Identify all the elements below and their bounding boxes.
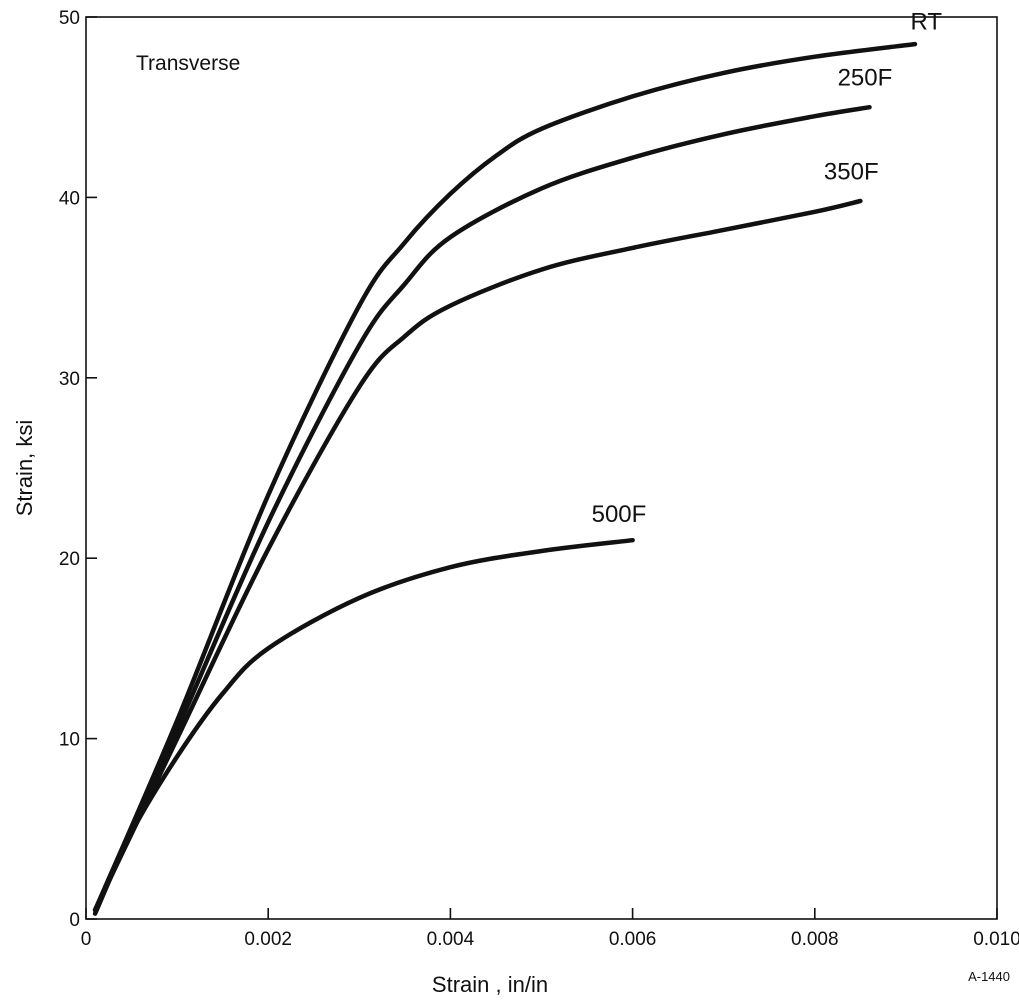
curve-label-rt: RT <box>910 9 942 36</box>
annotation-transverse: Transverse <box>136 52 240 75</box>
x-axis-title: Strain , in/in <box>432 972 548 997</box>
x-tick-label-3: 0.006 <box>609 929 657 950</box>
y-tick-label-0: 0 <box>69 910 80 931</box>
curve-label-250f: 250F <box>838 65 893 92</box>
curve-350f <box>92 198 863 913</box>
figure-code: A-1440 <box>968 969 1010 984</box>
y-tick-label-2: 20 <box>59 549 80 570</box>
curve-250f <box>92 104 872 913</box>
axis-ticks: 0 0.002 0.004 0.006 0.008 0.010 0 10 20 30 40 50 <box>59 8 1019 950</box>
x-tick-label-0: 0 <box>81 929 92 950</box>
y-axis-title: Strain, ksi <box>12 420 37 517</box>
x-tick-label-1: 0.002 <box>244 929 292 950</box>
curve-label-500f: 500F <box>592 501 647 528</box>
curves <box>92 41 918 916</box>
x-tick-label-4: 0.008 <box>791 929 839 950</box>
curve-500f <box>92 537 635 916</box>
y-tick-label-1: 10 <box>59 730 80 751</box>
x-tick-label-5: 0.010 <box>973 929 1019 950</box>
y-tick-label-3: 30 <box>59 369 80 390</box>
y-tick-label-5: 50 <box>59 8 80 29</box>
curve-labels: RT 250F 350F 500F <box>592 9 943 528</box>
plot-frame <box>85 16 998 920</box>
curve-label-350f: 350F <box>824 158 879 185</box>
curve-rt <box>92 41 918 913</box>
y-tick-label-4: 40 <box>59 188 80 209</box>
x-tick-label-2: 0.004 <box>427 929 475 950</box>
